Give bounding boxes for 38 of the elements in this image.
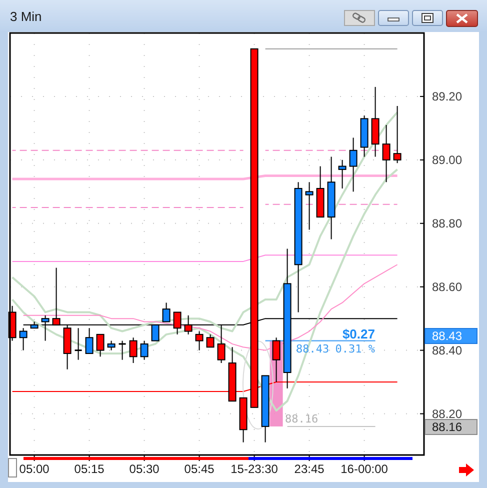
candlestick: [195, 330, 204, 351]
candlestick: [96, 334, 104, 358]
candlestick: [85, 328, 94, 354]
y-tick-label: 88.20: [432, 406, 462, 421]
candlestick: [129, 337, 138, 364]
candlestick: [140, 340, 148, 360]
x-tick-label: 05:45: [184, 462, 215, 476]
candlestick: [206, 334, 214, 348]
annotation: 88.16: [285, 412, 318, 426]
chart-title: 3 Min: [10, 9, 42, 24]
text: 88.43: [432, 329, 462, 343]
candlestick: [305, 182, 314, 230]
y-tick-label: 88.40: [432, 343, 462, 358]
x-tick-label: 23:45: [294, 462, 325, 476]
annotation: 0.31 %: [335, 342, 376, 356]
line-series: [11, 168, 398, 412]
candlestick: [74, 328, 83, 360]
text: 88.16: [432, 420, 462, 434]
candlestick: [338, 159, 346, 189]
y-tick-label: 89.20: [432, 89, 462, 104]
candlestick: [382, 124, 390, 183]
x-tick-label: 05:30: [129, 462, 160, 476]
candlestick: [349, 137, 358, 192]
candlestick: [162, 302, 170, 322]
x-tick-label: 05:15: [74, 462, 105, 476]
candlestick: [19, 328, 28, 351]
annotation: 88.43: [296, 342, 330, 356]
y-tick-label: 88.80: [432, 216, 462, 230]
line-series: [22, 264, 398, 351]
candlestick: [393, 105, 402, 164]
candlestick: [118, 340, 127, 360]
y-tick-label: 88.60: [432, 280, 462, 294]
annotation: $0.27: [342, 326, 375, 342]
x-tick-label: 15-23:30: [230, 462, 278, 476]
candlestick: [107, 340, 116, 351]
x-tick-label: 16-00:00: [340, 462, 388, 476]
y-tick-label: 89.00: [432, 152, 462, 167]
x-tick-label: 05:00: [19, 462, 50, 476]
